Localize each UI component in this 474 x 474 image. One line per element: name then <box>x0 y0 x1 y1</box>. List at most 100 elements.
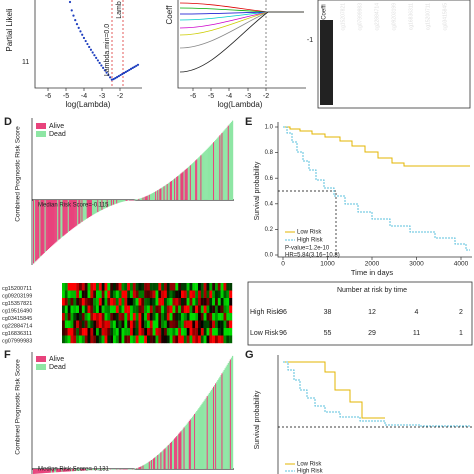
heat-cell <box>115 298 119 306</box>
heat-cell <box>64 298 68 306</box>
heat-cell <box>169 313 173 321</box>
heat-cell <box>90 290 94 299</box>
heat-cell <box>203 305 207 314</box>
risk-bar <box>97 200 99 213</box>
x-tick-label: -6 <box>45 93 51 100</box>
heat-cell <box>186 328 190 336</box>
risk-bar <box>48 200 51 249</box>
heat-cell <box>90 298 94 306</box>
row-label: cg03415845 <box>2 316 32 322</box>
heat-cell <box>127 320 131 329</box>
heat-cell <box>127 305 131 314</box>
heat-cell <box>226 328 230 336</box>
risk-bar <box>190 164 193 200</box>
heat-cell <box>206 335 210 344</box>
heat-cell <box>183 283 187 291</box>
heat-cell <box>138 320 142 329</box>
cv-point <box>135 64 138 67</box>
risk-bar <box>186 168 188 200</box>
heat-cell <box>172 298 176 306</box>
risk-bar <box>86 200 88 219</box>
y-tick-label: 1.0 <box>265 125 274 131</box>
row-label: cg09203199 <box>2 294 32 300</box>
cv-point <box>84 39 87 43</box>
heat-cell <box>181 335 185 344</box>
risk-bar <box>187 167 189 200</box>
heat-cell <box>223 328 227 336</box>
heat-cell <box>226 313 230 321</box>
y-tick-label: 0.4 <box>265 201 274 207</box>
x-tick-label: -4 <box>81 93 87 100</box>
heat-cell <box>200 305 204 314</box>
heat-cell <box>209 298 213 306</box>
risk-bar <box>136 468 138 469</box>
heat-cell <box>87 335 91 344</box>
risk-bar <box>165 184 167 200</box>
risk-bar <box>109 200 112 206</box>
risk-bar <box>91 469 94 471</box>
risk-bar <box>64 200 66 235</box>
heat-cell <box>107 290 111 299</box>
heat-cell <box>132 335 136 344</box>
risk-bar <box>209 391 212 469</box>
heat-cell <box>96 283 100 291</box>
risk-bar <box>83 469 85 471</box>
risk-bar <box>150 459 153 469</box>
heat-cell <box>161 313 165 321</box>
heat-cell <box>183 335 187 344</box>
risk-bar <box>54 200 56 244</box>
heat-cell <box>121 290 125 299</box>
risk-bar <box>183 170 185 200</box>
heat-cell <box>87 290 91 299</box>
heat-cell <box>183 328 187 336</box>
heat-cell <box>203 320 207 329</box>
heat-cell <box>121 298 125 306</box>
risk-bar <box>153 458 155 469</box>
heat-cell <box>215 335 219 344</box>
heat-cell <box>67 283 71 291</box>
heat-cell <box>220 298 224 306</box>
risk-bar <box>219 135 221 200</box>
heat-cell <box>175 313 179 321</box>
heat-cell <box>147 283 151 291</box>
risk-bar <box>105 200 107 208</box>
heat-cell <box>107 298 111 306</box>
risk-bar <box>51 469 54 473</box>
heat-cell <box>155 328 159 336</box>
risk-bar <box>116 200 118 204</box>
table-cell: 1 <box>459 330 463 337</box>
risk-bar <box>44 469 46 474</box>
heat-cell <box>206 283 210 291</box>
x-tick-label: 4000 <box>454 261 469 268</box>
risk-bar <box>146 462 148 469</box>
heat-cell <box>164 298 168 306</box>
heat-cell <box>79 305 83 314</box>
y-tick-label: 11 <box>22 59 29 66</box>
risk-bar <box>177 176 179 200</box>
heat-cell <box>200 290 204 299</box>
table-cell: 96 <box>279 330 287 337</box>
heat-cell <box>113 298 117 306</box>
heat-cell <box>90 283 94 291</box>
heat-cell <box>200 335 204 344</box>
heat-cell <box>124 313 128 321</box>
heat-cell <box>118 290 122 299</box>
heat-cell <box>215 320 219 329</box>
risk-bar <box>59 200 61 239</box>
heat-cell <box>132 290 136 299</box>
x-tick-label: 3000 <box>409 261 424 268</box>
risk-bar <box>177 434 179 469</box>
risk-bar <box>82 469 84 471</box>
risk-bar <box>36 200 38 261</box>
heat-cell <box>144 283 148 291</box>
heat-cell <box>229 305 233 314</box>
risk-bar <box>47 200 49 250</box>
heat-cell <box>192 305 196 314</box>
heat-cell <box>161 320 165 329</box>
heat-cell <box>93 335 97 344</box>
risk-bar <box>208 146 211 200</box>
risk-bar <box>141 197 143 200</box>
table-cell: 96 <box>279 309 287 316</box>
heat-cell <box>220 283 224 291</box>
cv-point <box>112 78 115 81</box>
